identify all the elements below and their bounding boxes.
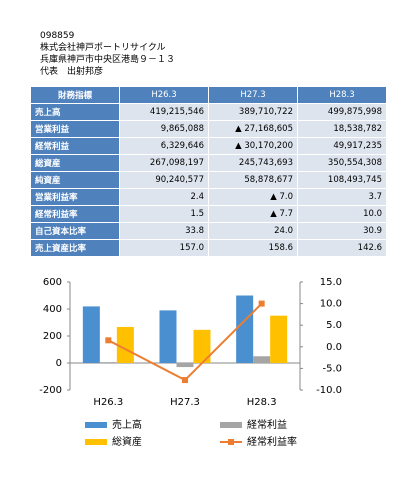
legend-label: 売上高	[112, 418, 142, 431]
table-row: 売上高 419,215,546 389,710,722 499,875,998	[30, 103, 387, 121]
company: 株式会社神戸ポートリサイクル	[40, 43, 166, 53]
row-label: 経常利益	[30, 137, 120, 155]
cell: H27.3	[208, 86, 298, 104]
legend-label: 経常利益	[247, 418, 287, 431]
table-row: 財務指標 H26.3 H27.3 H28.3	[30, 86, 387, 104]
row-label: 財務指標	[30, 86, 120, 104]
bar	[236, 295, 254, 363]
cell: 389,710,722	[208, 103, 298, 121]
y-tick-label: 600	[43, 277, 62, 288]
row-label: 総資産	[30, 154, 120, 172]
bar	[193, 329, 211, 363]
row-label: 売上資産比率	[30, 239, 120, 257]
x-tick-label: H28.3	[247, 397, 277, 408]
cell: 245,743,693	[208, 154, 298, 172]
cell: 33.8	[119, 222, 209, 240]
cell: 90,240,577	[119, 171, 209, 189]
cell: ▲ 27,168,605	[208, 120, 298, 138]
table-row: 純資産 90,240,577 58,878,677 108,493,745	[30, 171, 387, 189]
row-label: 自己資本比率	[30, 222, 120, 240]
row-label: 営業利益	[30, 120, 120, 138]
legend-label: 経常利益率	[247, 435, 297, 448]
bar	[253, 356, 271, 363]
address: 兵庫県神戸市中央区港島９－１３	[40, 55, 176, 65]
cell: 58,878,677	[208, 171, 298, 189]
cell: 6,329,646	[119, 137, 209, 155]
cell: 419,215,546	[119, 103, 209, 121]
table-row: 経常利益 6,329,646 ▲ 30,170,200 49,917,235	[30, 137, 387, 155]
cell: 157.0	[119, 239, 209, 257]
bar	[270, 315, 288, 363]
table-row: 営業利益率 2.4 ▲ 7.0 3.7	[30, 188, 387, 206]
y-tick-label: 200	[43, 331, 62, 342]
y-tick-label: 0	[56, 358, 62, 369]
legend-label: 総資産	[112, 435, 142, 448]
legend-swatch	[220, 422, 242, 428]
row-label: 経常利益率	[30, 205, 120, 223]
cell: 267,098,197	[119, 154, 209, 172]
legend-marker	[228, 439, 234, 445]
representative: 代表 出射邦彦	[40, 67, 104, 77]
table-row: 総資産 267,098,197 245,743,693 350,554,308	[30, 154, 387, 172]
bar	[82, 306, 100, 363]
row-label: 純資産	[30, 171, 120, 189]
marker	[105, 337, 112, 344]
x-tick-label: H26.3	[93, 397, 123, 408]
y-tick-label: -200	[39, 385, 62, 396]
chart: -200 0 200 400 600 -10.0 -5.0 0.0 5.0 10.0 15.0 H26…	[39, 277, 342, 448]
y2-tick-label: 10.0	[320, 299, 342, 310]
y2-tick-label: -5.0	[322, 363, 342, 374]
table-row: 経常利益率 1.5 ▲ 7.7 10.0	[30, 205, 387, 223]
legend-swatch	[85, 422, 107, 428]
cell: 158.6	[208, 239, 298, 257]
cell: 350,554,308	[297, 154, 387, 172]
y2-tick-label: -10.0	[316, 385, 342, 396]
bar	[159, 310, 177, 363]
marker	[258, 300, 265, 307]
x-tick-label: H27.3	[170, 397, 200, 408]
table-row: 営業利益 9,865,088 ▲ 27,168,605 18,538,782	[30, 120, 387, 138]
bar	[176, 363, 194, 368]
y2-tick-label: 0.0	[326, 342, 342, 353]
cell: 142.6	[297, 239, 387, 257]
cell: 24.0	[208, 222, 298, 240]
cell: 30.9	[297, 222, 387, 240]
cell: 2.4	[119, 188, 209, 206]
y2-tick-label: 15.0	[320, 277, 342, 288]
financial-table: 財務指標 H26.3 H27.3 H28.3 売上高 419,215,546 389,710…	[30, 86, 387, 257]
cell: 1.5	[119, 205, 209, 223]
marker	[182, 377, 188, 384]
cell: H28.3	[297, 86, 387, 104]
legend-swatch	[85, 439, 107, 445]
cell: 49,917,235	[297, 137, 387, 155]
row-label: 営業利益率	[30, 188, 120, 206]
cell: ▲ 7.7	[208, 205, 298, 223]
table-row: 売上資産比率 157.0 158.6 142.6	[30, 239, 387, 257]
cell: 9,865,088	[119, 120, 209, 138]
cell: H26.3	[119, 86, 209, 104]
cell: 3.7	[297, 188, 387, 206]
cell: 499,875,998	[297, 103, 387, 121]
cell: 108,493,745	[297, 171, 387, 189]
bar	[116, 326, 134, 363]
y-tick-label: 400	[43, 304, 62, 315]
bar	[99, 362, 117, 363]
cell: ▲ 30,170,200	[208, 137, 298, 155]
row-label: 売上高	[30, 103, 120, 121]
table-row: 自己資本比率 33.8 24.0 30.9	[30, 222, 387, 240]
code: 098859	[40, 31, 75, 41]
cell: ▲ 7.0	[208, 188, 298, 206]
y2-tick-label: 5.0	[326, 320, 342, 331]
cell: 18,538,782	[297, 120, 387, 138]
cell: 10.0	[297, 205, 387, 223]
